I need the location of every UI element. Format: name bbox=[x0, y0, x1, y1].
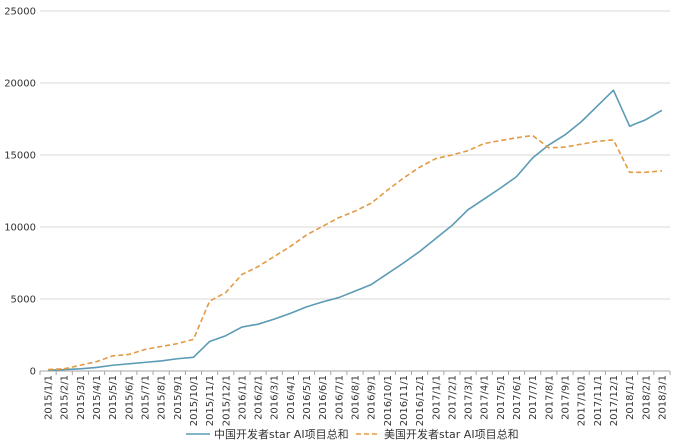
x-tick-label: 2017/9/1 bbox=[561, 375, 572, 420]
x-tick-label: 2015/7/1 bbox=[141, 375, 152, 420]
y-tick-label: 10000 bbox=[4, 223, 36, 234]
x-tick-label: 2015/9/1 bbox=[173, 375, 184, 420]
x-tick-label: 2017/12/1 bbox=[609, 375, 620, 426]
x-tick-label: 2018/2/1 bbox=[641, 375, 652, 420]
legend-label-2: 美国开发者star AI项目总和 bbox=[384, 427, 519, 441]
y-axis-tick-labels: 0 5000 10000 15000 20000 25000 bbox=[4, 7, 36, 378]
x-tick-label: 2016/9/1 bbox=[367, 375, 378, 420]
legend: 中国开发者star AI项目总和 美国开发者star AI项目总和 bbox=[186, 427, 519, 441]
legend-label-1: 中国开发者star AI项目总和 bbox=[214, 427, 349, 441]
x-tick-label: 2016/1/1 bbox=[237, 375, 248, 420]
x-tick-label: 2016/11/1 bbox=[399, 375, 410, 426]
x-tick-label: 2017/7/1 bbox=[528, 375, 539, 420]
x-tick-label: 2015/2/1 bbox=[60, 375, 71, 420]
x-tick-label: 2016/12/1 bbox=[415, 375, 426, 426]
x-tick-label: 2015/3/1 bbox=[76, 375, 87, 420]
x-tick-label: 2017/5/1 bbox=[496, 375, 507, 420]
x-tick-label: 2015/10/1 bbox=[189, 375, 200, 426]
series-lines bbox=[48, 89, 663, 372]
y-tick-label: 25000 bbox=[4, 7, 36, 18]
x-tick-label: 2017/2/1 bbox=[447, 375, 458, 420]
y-tick-label: 5000 bbox=[11, 295, 36, 306]
x-tick-label: 2017/6/1 bbox=[512, 375, 523, 420]
x-tick-label: 2016/2/1 bbox=[254, 375, 265, 420]
x-tick-label: 2015/11/1 bbox=[205, 375, 216, 426]
x-tick-label: 2017/1/1 bbox=[431, 375, 442, 420]
x-tick-label: 2016/6/1 bbox=[318, 375, 329, 420]
x-tick-label: 2018/1/1 bbox=[625, 375, 636, 420]
x-tick-label: 2017/10/1 bbox=[577, 375, 588, 426]
x-tick-label: 2015/4/1 bbox=[92, 375, 103, 420]
x-tick-label: 2015/1/1 bbox=[44, 375, 55, 420]
x-tick-label: 2016/5/1 bbox=[302, 375, 313, 420]
x-tick-label: 2015/12/1 bbox=[221, 375, 232, 426]
gridlines bbox=[40, 10, 670, 300]
x-tick-label: 2017/4/1 bbox=[480, 375, 491, 420]
x-tick-label: 2016/3/1 bbox=[270, 375, 281, 420]
x-tick-label: 2016/7/1 bbox=[334, 375, 345, 420]
series-line-1 bbox=[48, 89, 663, 372]
x-axis-tick-labels: 2015/1/1 2015/2/1 2015/3/1 2015/4/1 2015/5/1… bbox=[39, 371, 671, 426]
x-tick-label: 2015/6/1 bbox=[124, 375, 135, 420]
x-tick-label: 2017/8/1 bbox=[544, 375, 555, 420]
x-tick-label: 2016/10/1 bbox=[383, 375, 394, 426]
x-tick-label: 2016/8/1 bbox=[351, 375, 362, 420]
x-tick-label: 2017/11/1 bbox=[593, 375, 604, 426]
x-tick-label: 2017/3/1 bbox=[464, 375, 475, 420]
y-tick-label: 15000 bbox=[4, 151, 36, 162]
y-tick-label: 0 bbox=[30, 367, 36, 378]
x-tick-label: 2015/8/1 bbox=[157, 375, 168, 420]
x-tick-label: 2018/3/1 bbox=[657, 375, 668, 420]
x-tick-label: 2015/5/1 bbox=[108, 375, 119, 420]
series-line-2 bbox=[48, 134, 662, 371]
x-tick-label: 2016/4/1 bbox=[286, 375, 297, 420]
y-tick-label: 20000 bbox=[4, 79, 36, 90]
